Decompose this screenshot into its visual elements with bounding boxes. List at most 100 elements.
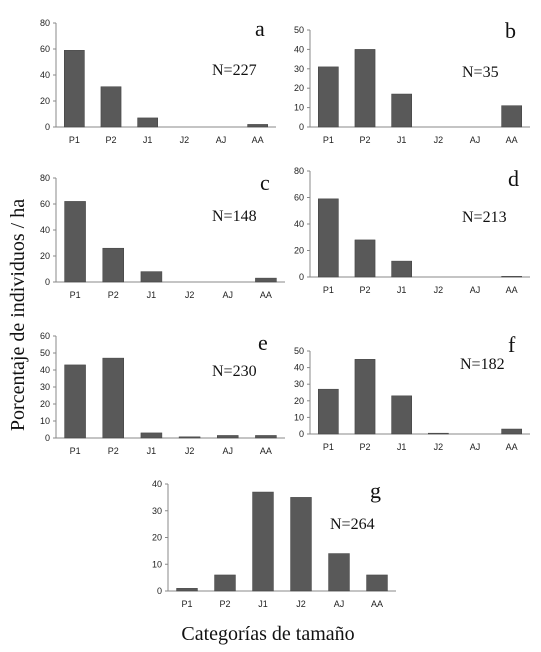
x-tick-label: J2	[434, 135, 444, 145]
chart-panel-b: 0 10 20 30 40 50 P1 P2 J1 J2 AJ AA b N=35	[294, 18, 530, 145]
bar-aj	[328, 553, 350, 592]
x-tick-label: J2	[434, 285, 444, 295]
x-tick-label: AJ	[470, 285, 481, 295]
x-tick-label: J1	[258, 599, 268, 609]
bar-j1	[252, 491, 274, 592]
bar-p2	[354, 359, 376, 435]
y-tick-label: 20	[152, 533, 162, 543]
bar-p1	[318, 66, 339, 128]
y-tick-label: 60	[40, 199, 50, 209]
y-tick-label: 0	[157, 586, 162, 596]
bar-p2	[100, 86, 122, 128]
y-tick-label: 0	[45, 122, 50, 132]
x-tick-label: AA	[506, 285, 518, 295]
bar-j2	[290, 497, 312, 592]
x-tick-label: J2	[180, 135, 190, 145]
y-tick-label: 50	[294, 25, 304, 35]
x-tick-label: P2	[105, 135, 116, 145]
y-tick-label: 30	[294, 64, 304, 74]
panel-letter: e	[258, 330, 268, 355]
x-tick-label: P1	[323, 442, 334, 452]
bar-j1	[140, 432, 163, 439]
x-tick-label: AJ	[216, 135, 227, 145]
x-tick-label: AJ	[470, 135, 481, 145]
y-tick-label: 60	[40, 44, 50, 54]
bar-aj	[217, 435, 239, 439]
bar-p2	[354, 49, 376, 128]
bar-aa	[501, 105, 523, 128]
panel-letter: g	[370, 478, 381, 503]
y-tick-label: 20	[294, 83, 304, 93]
bar-j1	[391, 93, 413, 128]
y-tick-label: 50	[294, 346, 304, 356]
x-tick-label: J2	[185, 290, 195, 300]
y-tick-label: 40	[294, 219, 304, 229]
y-tick-label: 30	[40, 382, 50, 392]
bar-p1	[64, 364, 86, 439]
y-tick-label: 20	[294, 396, 304, 406]
y-tick-label: 0	[299, 122, 304, 132]
bar-j2	[178, 436, 201, 439]
x-tick-label: P2	[359, 442, 370, 452]
sample-size-label: N=230	[212, 363, 257, 380]
y-tick-label: 20	[40, 399, 50, 409]
y-tick-label: 10	[294, 412, 304, 422]
y-tick-label: 40	[40, 70, 50, 80]
x-tick-label: J1	[397, 442, 407, 452]
sample-size-label: N=213	[462, 209, 507, 226]
x-tick-label: J2	[185, 446, 195, 456]
y-tick-label: 30	[294, 379, 304, 389]
bar-j1	[391, 260, 413, 278]
bar-j2	[428, 432, 449, 435]
x-tick-label: AJ	[470, 442, 481, 452]
x-tick-label: J2	[434, 442, 444, 452]
bar-p2	[214, 574, 236, 592]
x-tick-label: AA	[371, 599, 383, 609]
x-tick-label: J2	[296, 599, 306, 609]
x-tick-label: AA	[506, 442, 518, 452]
x-tick-label: P1	[323, 285, 334, 295]
x-tick-label: P2	[359, 135, 370, 145]
bar-p1	[64, 201, 86, 283]
y-tick-label: 10	[40, 416, 50, 426]
chart-panel-c: 0 20 40 60 80 P1 P2 J1 J2 AJ AA cN=148	[40, 170, 285, 300]
panel-letter: d	[508, 166, 519, 191]
bar-p2	[354, 239, 376, 278]
y-tick-label: 80	[40, 18, 50, 28]
y-tick-label: 10	[152, 559, 162, 569]
y-tick-label: 0	[299, 272, 304, 282]
panel-letter: c	[260, 170, 270, 195]
panel-letter: b	[505, 18, 516, 43]
x-tick-label: P2	[219, 599, 230, 609]
y-tick-label: 0	[299, 429, 304, 439]
panel-letter: f	[508, 332, 516, 357]
chart-panel-d: 0 20 40 60 80 P1 P2 J1 J2 AJ AA d N=213	[294, 166, 530, 295]
x-tick-label: AJ	[222, 446, 233, 456]
x-tick-label: J1	[147, 446, 157, 456]
y-tick-label: 60	[294, 193, 304, 203]
bar-aa	[247, 124, 268, 128]
x-tick-label: J1	[143, 135, 153, 145]
x-tick-label: P2	[359, 285, 370, 295]
bar-p1	[64, 50, 85, 128]
y-tick-label: 40	[40, 225, 50, 235]
sample-size-label: N=264	[330, 516, 375, 533]
x-tick-label: AA	[506, 135, 518, 145]
x-tick-label: AJ	[222, 290, 233, 300]
y-tick-label: 40	[294, 363, 304, 373]
y-tick-label: 40	[152, 479, 162, 489]
x-tick-label: J1	[147, 290, 157, 300]
chart-panel-f: 0 10 20 30 40 50 P1 P2 J1 J2 AJ AA fN=182	[294, 332, 530, 452]
bar-p1	[176, 588, 198, 592]
bar-aa	[255, 277, 277, 283]
bar-aa	[366, 574, 388, 592]
bar-p2	[102, 247, 124, 283]
y-tick-label: 20	[294, 246, 304, 256]
x-tick-label: AA	[252, 135, 264, 145]
y-tick-label: 20	[40, 96, 50, 106]
bar-p1	[318, 388, 339, 435]
x-tick-label: AA	[260, 446, 272, 456]
chart-panel-e: 0 10 20 30 40 50 60 P1 P2 J1 J2 AJ AA eN=230	[40, 330, 285, 456]
bar-aa	[501, 276, 523, 278]
